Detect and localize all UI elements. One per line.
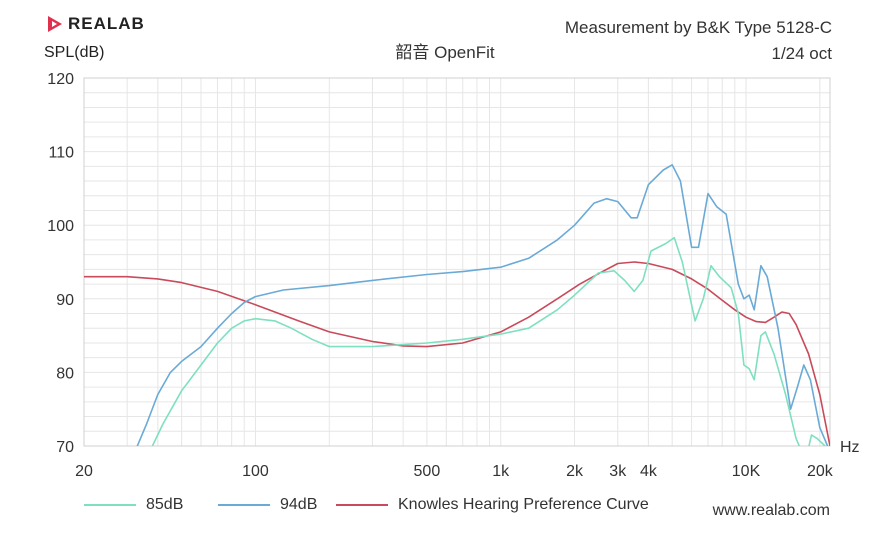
y-tick-label: 90	[56, 292, 74, 309]
measurement-note: Measurement by B&K Type 5128-C	[564, 18, 832, 37]
x-tick-label: 500	[414, 463, 441, 480]
legend-swatch-knowles	[336, 504, 388, 506]
x-tick-label: 20k	[807, 463, 834, 480]
y-tick-label: 110	[48, 145, 74, 162]
y-tick-label: 70	[56, 439, 74, 456]
plot-frame	[83, 77, 831, 447]
x-tick-label: 100	[242, 463, 269, 480]
x-tick-label: 3k	[609, 463, 627, 480]
y-axis-label: SPL(dB)	[44, 44, 105, 61]
legend-item-94db: 94dB	[218, 496, 317, 514]
series-line-94db	[136, 164, 829, 446]
legend-label-94db: 94dB	[280, 496, 318, 513]
series-line-knowles	[84, 261, 830, 446]
chart-title: 韶音 OpenFit	[395, 43, 495, 62]
website-link[interactable]: www.realab.com	[712, 502, 830, 519]
legend-swatch-85db	[84, 504, 136, 506]
legend-item-knowles: Knowles Hearing Preference Curve	[336, 496, 649, 514]
realab-logo-icon	[48, 16, 62, 32]
y-tick-label: 120	[47, 71, 74, 88]
y-tick-label: 100	[47, 218, 74, 235]
x-tick-label: 2k	[566, 463, 584, 480]
legend-swatch-94db	[218, 504, 270, 506]
x-tick-label: 10K	[732, 463, 761, 480]
realab-logo: REALAB	[46, 14, 145, 34]
x-axis-label: Hz	[840, 439, 860, 456]
series-line-85db	[151, 236, 826, 446]
chart-legend: 85dB 94dB Knowles Hearing Preference Cur…	[0, 496, 890, 520]
smoothing-note: 1/24 oct	[771, 44, 833, 63]
legend-label-85db: 85dB	[146, 496, 184, 513]
legend-item-85db: 85dB	[84, 496, 183, 514]
logo-text: REALAB	[68, 14, 145, 33]
x-tick-label: 4k	[640, 463, 658, 480]
legend-label-knowles: Knowles Hearing Preference Curve	[398, 496, 649, 513]
x-tick-label: 1k	[492, 463, 510, 480]
x-tick-label: 20	[75, 463, 93, 480]
y-tick-label: 80	[56, 365, 74, 382]
